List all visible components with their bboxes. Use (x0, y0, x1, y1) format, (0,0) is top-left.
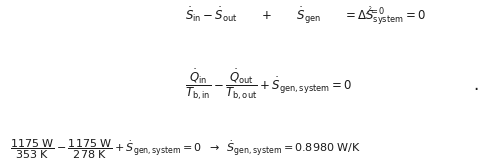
Text: $\dfrac{1175\ \mathrm{W}}{353\ \mathrm{K}} - \dfrac{1175\ \mathrm{W}}{278\ \math: $\dfrac{1175\ \mathrm{W}}{353\ \mathrm{K… (10, 138, 361, 161)
Text: $\dot{S}_\mathrm{in} - \dot{S}_\mathrm{out} \qquad + \qquad \dot{S}_\mathrm{gen}: $\dot{S}_\mathrm{in} - \dot{S}_\mathrm{o… (185, 5, 427, 27)
Text: .: . (473, 76, 479, 94)
Text: $\dfrac{\dot{Q}_\mathrm{in}}{T_\mathrm{b,in}} - \dfrac{\dot{Q}_\mathrm{out}}{T_\: $\dfrac{\dot{Q}_\mathrm{in}}{T_\mathrm{b… (185, 67, 352, 102)
